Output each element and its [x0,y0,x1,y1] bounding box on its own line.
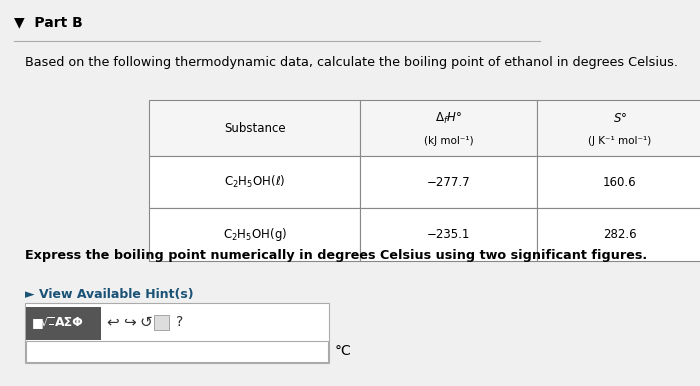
FancyBboxPatch shape [537,100,700,156]
FancyBboxPatch shape [360,208,537,261]
Text: $\Delta_f H°$: $\Delta_f H°$ [435,111,462,126]
Text: 282.6: 282.6 [603,228,637,241]
FancyBboxPatch shape [150,100,360,156]
FancyBboxPatch shape [537,156,700,208]
Text: 160.6: 160.6 [603,176,637,189]
Text: ■: ■ [32,316,43,329]
Text: ▼  Part B: ▼ Part B [14,15,83,29]
Text: (J K⁻¹ mol⁻¹): (J K⁻¹ mol⁻¹) [588,135,652,146]
Text: $\mathregular{C_2H_5OH(\ell)}$: $\mathregular{C_2H_5OH(\ell)}$ [224,174,286,190]
Text: $\sqrt{\overline{\;}}$: $\sqrt{\overline{\;}}$ [41,316,55,329]
Text: $\mathregular{C_2H_5OH(g)}$: $\mathregular{C_2H_5OH(g)}$ [223,226,287,243]
FancyBboxPatch shape [150,156,360,208]
FancyBboxPatch shape [537,208,700,261]
FancyBboxPatch shape [150,208,360,261]
Text: ?: ? [176,315,183,329]
Text: ↩: ↩ [106,315,119,330]
FancyBboxPatch shape [26,341,328,362]
Text: −277.7: −277.7 [426,176,470,189]
Text: ↺: ↺ [139,315,152,330]
Text: (kJ mol⁻¹): (kJ mol⁻¹) [424,135,473,146]
FancyBboxPatch shape [154,315,169,330]
Text: AΣΦ: AΣΦ [55,316,84,329]
Text: ↪: ↪ [123,315,136,330]
Text: Based on the following thermodynamic data, calculate the boiling point of ethano: Based on the following thermodynamic dat… [25,56,678,69]
Text: $S°$: $S°$ [612,112,627,125]
FancyBboxPatch shape [360,100,537,156]
Text: ► View Available Hint(s): ► View Available Hint(s) [25,288,193,301]
Text: Substance: Substance [224,122,286,135]
Text: °C: °C [335,344,351,358]
FancyBboxPatch shape [26,307,101,340]
Text: −235.1: −235.1 [427,228,470,241]
FancyBboxPatch shape [25,303,329,363]
Text: Express the boiling point numerically in degrees Celsius using two significant f: Express the boiling point numerically in… [25,249,647,262]
FancyBboxPatch shape [360,156,537,208]
